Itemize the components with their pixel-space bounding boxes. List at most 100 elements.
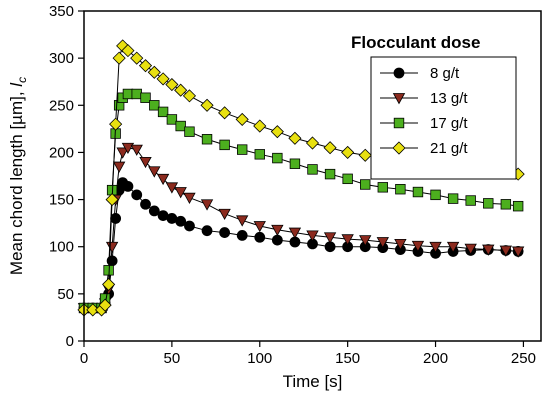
- legend-item: 13 g/t: [380, 90, 468, 107]
- plot-frame: [83, 10, 542, 342]
- data-point: [182, 89, 197, 103]
- data-point: [254, 149, 265, 160]
- data-point: [377, 182, 389, 193]
- y-tick-label: 50: [57, 286, 74, 303]
- data-point: [511, 246, 525, 258]
- data-point: [219, 139, 230, 151]
- data-point: [86, 303, 100, 317]
- y-tick-label: 200: [49, 144, 74, 161]
- data-point: [323, 232, 337, 244]
- data-point: [236, 215, 249, 227]
- data-point: [218, 208, 231, 221]
- y-axis-title-subscript: c: [15, 77, 29, 83]
- data-point: [140, 198, 151, 210]
- data-point: [121, 142, 135, 155]
- data-point: [218, 106, 232, 120]
- data-point: [288, 227, 302, 239]
- series-layer: [77, 39, 525, 317]
- data-point: [395, 183, 406, 195]
- data-point: [174, 83, 188, 97]
- data-point: [148, 205, 160, 217]
- data-point: [306, 230, 319, 242]
- x-tick-label: 100: [247, 350, 272, 367]
- x-tick-label: 200: [423, 350, 448, 367]
- data-point: [236, 229, 248, 241]
- y-tick-label: 150: [49, 192, 74, 209]
- data-point: [512, 200, 524, 212]
- data-point: [323, 141, 337, 155]
- data-point: [175, 120, 186, 132]
- data-point: [110, 213, 122, 224]
- data-point: [500, 199, 512, 210]
- y-tick-label: 0: [66, 333, 74, 350]
- data-point: [201, 225, 213, 237]
- data-point: [102, 277, 116, 291]
- x-axis-title: Time [s]: [283, 372, 343, 391]
- data-point: [105, 193, 119, 207]
- data-point: [272, 152, 283, 164]
- data-point: [465, 195, 476, 206]
- legend-item: 21 g/t: [380, 140, 468, 157]
- data-point: [324, 168, 336, 180]
- data-point: [131, 189, 143, 201]
- data-point: [288, 131, 302, 145]
- data-point: [254, 231, 266, 243]
- legend: Flocculant dose 8 g/t 13 g/t 17 g/t 21 g/t: [351, 33, 517, 180]
- data-point: [156, 72, 170, 86]
- legend-item: 8 g/t: [380, 65, 460, 82]
- data-point: [430, 189, 441, 201]
- legend-label: 13 g/t: [430, 90, 468, 107]
- y-tick-label: 350: [49, 3, 74, 20]
- legend-marker: [392, 93, 406, 105]
- y-tick-label: 300: [49, 50, 74, 67]
- data-point: [341, 234, 354, 246]
- data-point: [446, 241, 460, 254]
- data-point: [105, 241, 119, 254]
- data-point: [122, 88, 134, 100]
- data-point: [166, 114, 178, 125]
- data-point: [464, 243, 477, 255]
- data-point: [112, 161, 126, 173]
- data-point: [411, 240, 425, 253]
- data-point: [307, 164, 318, 175]
- data-point: [235, 112, 249, 126]
- data-point: [358, 148, 372, 162]
- data-point: [271, 224, 284, 237]
- data-point: [253, 221, 266, 233]
- data-point: [175, 215, 187, 227]
- data-point: [305, 136, 320, 150]
- data-point: [376, 237, 389, 249]
- data-point: [147, 65, 161, 79]
- y-axis-title-main: Mean chord length [µm],: [7, 87, 26, 275]
- x-tick-label: 0: [80, 350, 88, 367]
- data-point: [183, 192, 196, 205]
- data-point: [131, 88, 142, 100]
- data-point: [130, 51, 144, 65]
- data-point: [200, 98, 214, 112]
- data-point: [130, 144, 143, 156]
- data-point: [412, 186, 424, 198]
- data-point: [174, 187, 187, 199]
- data-point: [165, 77, 179, 92]
- legend-label: 21 g/t: [430, 140, 468, 157]
- data-point: [122, 180, 134, 192]
- data-point: [253, 119, 267, 133]
- legend-label: 17 g/t: [430, 115, 468, 132]
- data-point: [201, 134, 213, 145]
- x-tick-label: 50: [164, 350, 181, 367]
- legend-marker: [392, 141, 406, 155]
- data-point: [289, 158, 301, 169]
- data-point: [270, 125, 284, 139]
- y-axis-title: Mean chord length [µm], lc: [7, 77, 29, 275]
- data-point: [219, 227, 231, 238]
- x-tick-label: 250: [511, 350, 536, 367]
- legend-marker: [393, 67, 405, 79]
- data-point: [165, 182, 179, 194]
- data-point: [483, 198, 494, 209]
- data-point: [184, 220, 195, 232]
- data-point: [359, 235, 372, 247]
- data-point: [447, 193, 459, 204]
- ticks-layer: 0 50 100 150 200 250 0 50 100 150 200 250 300 350: [49, 3, 536, 367]
- data-point: [341, 145, 355, 159]
